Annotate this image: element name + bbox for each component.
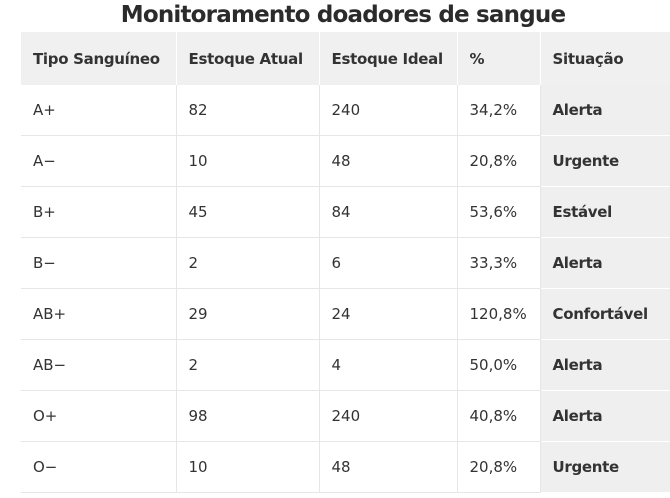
table-header-row: Tipo Sanguíneo Estoque Atual Estoque Ide…: [21, 32, 670, 85]
blood-stock-table: Tipo Sanguíneo Estoque Atual Estoque Ide…: [21, 32, 670, 493]
table-row: O− 10 48 20,8% Urgente: [21, 441, 670, 493]
cell-current-stock: 10: [176, 135, 320, 187]
table-row: AB+ 29 24 120,8% Confortável: [21, 288, 670, 340]
cell-ideal-stock: 240: [319, 390, 458, 442]
cell-ideal-stock: 24: [319, 288, 458, 340]
table-row: AB− 2 4 50,0% Alerta: [21, 339, 670, 391]
cell-blood-type: AB−: [21, 339, 177, 391]
table-row: B+ 45 84 53,6% Estável: [21, 186, 670, 238]
cell-percent: 20,8%: [457, 135, 541, 187]
cell-blood-type: A+: [21, 85, 177, 136]
cell-percent: 20,8%: [457, 441, 541, 493]
cell-current-stock: 98: [176, 390, 320, 442]
cell-percent: 40,8%: [457, 390, 541, 442]
cell-percent: 120,8%: [457, 288, 541, 340]
cell-status: Alerta: [540, 390, 670, 442]
column-header-blood-type[interactable]: Tipo Sanguíneo: [21, 32, 177, 85]
cell-current-stock: 10: [176, 441, 320, 493]
cell-status: Confortável: [540, 288, 670, 340]
cell-percent: 33,3%: [457, 237, 541, 289]
cell-blood-type: AB+: [21, 288, 177, 340]
page-title: Monitoramento doadores de sangue: [120, 2, 566, 28]
cell-ideal-stock: 240: [319, 85, 458, 136]
cell-blood-type: A−: [21, 135, 177, 187]
cell-current-stock: 45: [176, 186, 320, 238]
cell-percent: 53,6%: [457, 186, 541, 238]
cell-ideal-stock: 4: [319, 339, 458, 391]
cell-blood-type: B−: [21, 237, 177, 289]
table-row: A− 10 48 20,8% Urgente: [21, 135, 670, 187]
column-header-current-stock[interactable]: Estoque Atual: [176, 32, 320, 85]
table-row: A+ 82 240 34,2% Alerta: [21, 85, 670, 136]
cell-current-stock: 2: [176, 237, 320, 289]
cell-blood-type: B+: [21, 186, 177, 238]
cell-percent: 34,2%: [457, 85, 541, 136]
column-header-ideal-stock[interactable]: Estoque Ideal: [319, 32, 458, 85]
cell-status: Alerta: [540, 237, 670, 289]
table-row: B− 2 6 33,3% Alerta: [21, 237, 670, 289]
cell-blood-type: O−: [21, 441, 177, 493]
cell-percent: 50,0%: [457, 339, 541, 391]
cell-status: Urgente: [540, 135, 670, 187]
cell-current-stock: 82: [176, 85, 320, 136]
cell-ideal-stock: 48: [319, 441, 458, 493]
cell-ideal-stock: 48: [319, 135, 458, 187]
cell-blood-type: O+: [21, 390, 177, 442]
cell-status: Estável: [540, 186, 670, 238]
cell-ideal-stock: 6: [319, 237, 458, 289]
cell-current-stock: 2: [176, 339, 320, 391]
cell-ideal-stock: 84: [319, 186, 458, 238]
cell-status: Urgente: [540, 441, 670, 493]
column-header-percent[interactable]: %: [457, 32, 541, 85]
cell-status: Alerta: [540, 339, 670, 391]
cell-current-stock: 29: [176, 288, 320, 340]
cell-status: Alerta: [540, 85, 670, 136]
table-row: O+ 98 240 40,8% Alerta: [21, 390, 670, 442]
column-header-status[interactable]: Situação: [540, 32, 670, 85]
